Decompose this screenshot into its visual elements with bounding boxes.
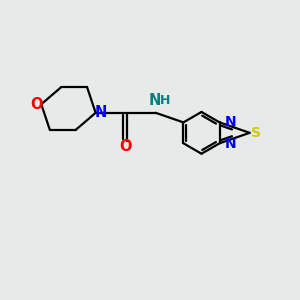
Text: N: N (225, 137, 237, 151)
Text: H: H (160, 94, 170, 107)
Text: S: S (251, 126, 261, 140)
Text: N: N (225, 115, 237, 129)
Text: N: N (94, 105, 107, 120)
Text: N: N (149, 93, 161, 108)
Text: O: O (30, 97, 42, 112)
Text: O: O (119, 139, 132, 154)
